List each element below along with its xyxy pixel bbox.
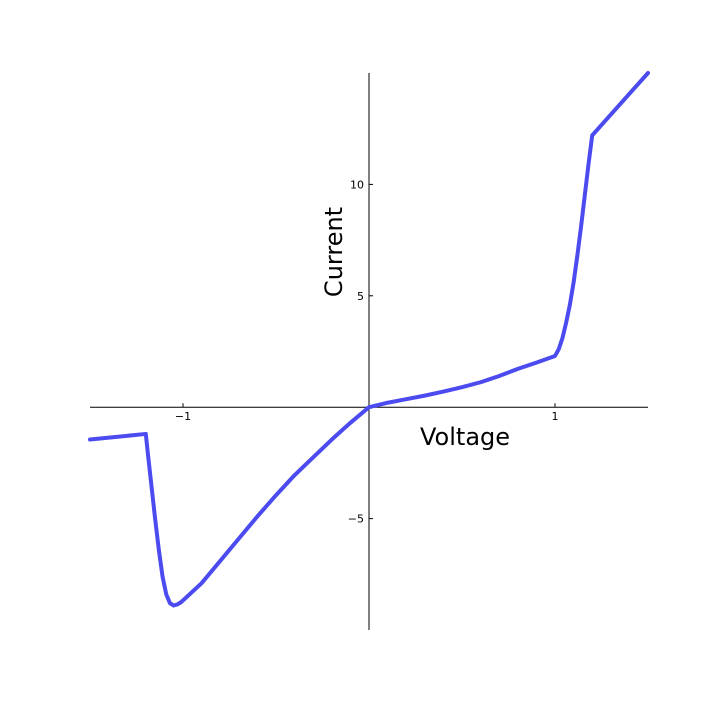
axes bbox=[90, 73, 648, 630]
x-tick-label: 1 bbox=[552, 410, 559, 423]
series-line-0 bbox=[88, 71, 650, 608]
y-tick-label: −5 bbox=[348, 513, 364, 526]
y-tick-label: 10 bbox=[350, 178, 364, 191]
ticks: −1 1 −5 5 10 bbox=[175, 178, 559, 525]
x-tick-label: −1 bbox=[175, 410, 191, 423]
series bbox=[88, 71, 650, 608]
y-tick-label: 5 bbox=[357, 290, 364, 303]
y-axis-label: Current bbox=[320, 207, 348, 297]
x-axis-label: Voltage bbox=[420, 423, 510, 451]
